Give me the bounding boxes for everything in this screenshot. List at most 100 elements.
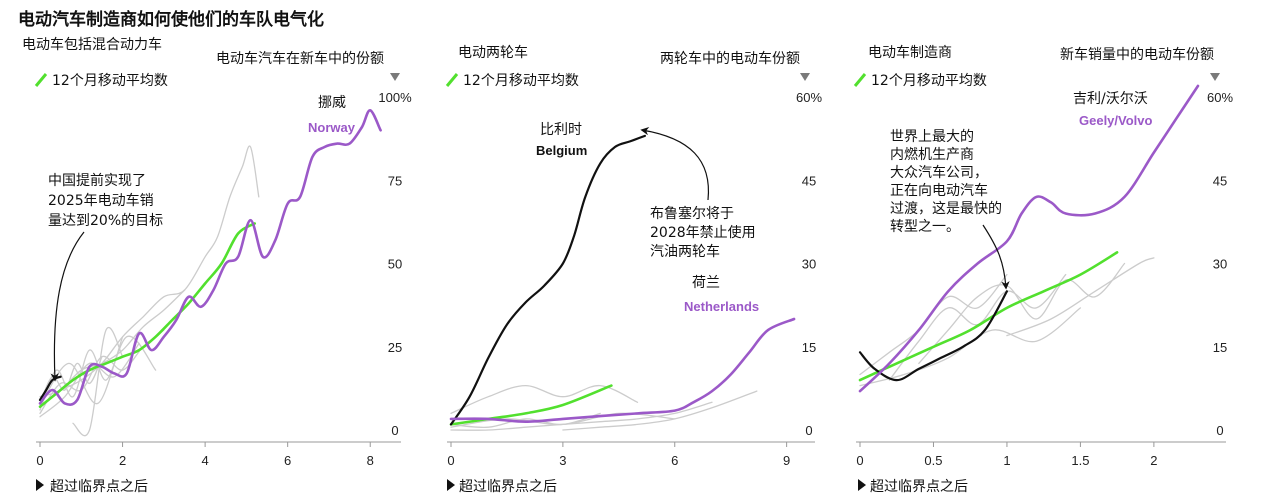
panel-1-background-lines (39, 145, 260, 437)
panel-3-annotation-arrow (982, 224, 1010, 290)
series-netherlands-line (449, 317, 796, 423)
x-tick-label: 0 (36, 453, 43, 468)
y-tick-label: 0 (391, 423, 398, 438)
annotation-line: 2025年电动车销 (48, 192, 154, 209)
panel-2-series (449, 134, 796, 426)
series-background-line (450, 401, 713, 431)
panel-1: 电动车包括混合动力车 电动车汽车在新车中的份额 12个月移动平均数 0 2 4 6 8 0… (22, 36, 412, 495)
annotation-line: 中国提前实现了 (48, 172, 146, 189)
x-tick-label: 1.5 (1071, 453, 1089, 468)
x-tick-label: 8 (367, 453, 374, 468)
x-tick-label: 3 (559, 453, 566, 468)
panel-3-value-label: 新车销量中的电动车份额 (1060, 46, 1214, 63)
panel-1-xlabel-triangle (36, 479, 44, 491)
series-background-line (450, 384, 639, 415)
annotation-line: 世界上最大的 (890, 129, 974, 145)
panel-3-subtitle: 电动车制造商 (868, 44, 952, 61)
norway-label-cn: 挪威 (318, 95, 346, 111)
series-background-line (450, 412, 601, 429)
geely-volvo-label-cn: 吉利/沃尔沃 (1073, 91, 1148, 107)
panel-2-annotation-arrow (640, 126, 710, 201)
x-tick-label: 0 (856, 453, 863, 468)
panel-2-value-label: 两轮车中的电动车份额 (660, 50, 800, 67)
x-tick-label: 2 (1150, 453, 1157, 468)
y-tick-label: 15 (1213, 340, 1227, 355)
x-tick-label: 6 (284, 453, 291, 468)
netherlands-label-cn: 荷兰 (692, 275, 720, 291)
series-background-line (918, 262, 1126, 365)
panel-1-subtitle: 电动车包括混合动力车 (22, 36, 162, 53)
series-geely-volvo-line (858, 84, 1200, 393)
series-green-12-month-average-line (858, 251, 1119, 382)
y-tick-label: 100% (378, 90, 412, 105)
series-belgium-line (449, 134, 646, 426)
series-norway-line (38, 109, 382, 406)
panel-2-annotation: 布鲁塞尔将于 2028年禁止使用 汽油两轮车 (650, 205, 760, 260)
series-background-line (72, 326, 124, 437)
y-tick-label: 75 (388, 173, 402, 188)
y-tick-label: 15 (802, 340, 816, 355)
norway-label: Norway (308, 120, 356, 135)
panel-2-header-triangle (800, 73, 810, 81)
panel-3-background-lines (859, 257, 1155, 387)
panel-2-legend-label: 12个月移动平均数 (463, 73, 579, 89)
series-background-line (59, 145, 260, 391)
x-tick-label: 6 (671, 453, 678, 468)
x-tick-label: 0.5 (924, 453, 942, 468)
series-green-12-month-average-line (449, 384, 613, 426)
panel-1-x-label: 超过临界点之后 (50, 479, 148, 495)
series-background-line (39, 342, 140, 418)
annotation-line: 转型之一。 (890, 219, 960, 235)
geely-volvo-label: Geely/Volvo (1079, 113, 1153, 128)
y-tick-label: 30 (1213, 257, 1227, 272)
figure-title: 电动汽车制造商如何使他们的车队电气化 (18, 9, 324, 30)
panel-1-series (38, 109, 382, 408)
series-background-line (562, 390, 758, 431)
series-background-line (859, 307, 1082, 387)
panel-1-legend-swatch (34, 73, 48, 87)
y-tick-label: 60% (1207, 90, 1233, 105)
panel-1-axes: 0 2 4 6 8 0 25 50 75 100% (36, 90, 412, 468)
series-background-line (39, 335, 157, 408)
x-tick-label: 0 (447, 453, 454, 468)
panel-1-value-label: 电动车汽车在新车中的份额 (216, 50, 384, 67)
panel-1-annotation: 中国提前实现了 2025年电动车销 量达到20%的目标 (48, 172, 163, 229)
panel-2-xlabel-triangle (447, 479, 455, 491)
panel-1-legend-label: 12个月移动平均数 (52, 73, 168, 89)
series--line (858, 290, 1008, 382)
y-tick-label: 45 (802, 173, 816, 188)
panel-1-annotation-arrow (50, 231, 85, 382)
y-tick-label: 60% (796, 90, 822, 105)
annotation-line: 布鲁塞尔将于 (650, 205, 734, 222)
panel-2-legend-swatch (445, 73, 459, 87)
panel-3-series (858, 84, 1200, 393)
y-tick-label: 0 (805, 423, 812, 438)
panel-2-x-label: 超过临界点之后 (459, 479, 557, 495)
panel-1-header-triangle (390, 73, 400, 81)
series-background-line (1006, 257, 1155, 337)
annotation-line: 正在向电动汽车 (890, 182, 988, 199)
x-tick-label: 2 (119, 453, 126, 468)
x-tick-label: 4 (201, 453, 208, 468)
panel-3: 电动车制造商 新车销量中的电动车份额 12个月移动平均数 0 0.5 1 1.5 2 0 1… (853, 44, 1233, 495)
panel-3-axes: 0 0.5 1 1.5 2 0 15 30 45 60% (856, 90, 1233, 468)
annotation-line: 2028年禁止使用 (650, 224, 756, 241)
panel-3-header-triangle (1210, 73, 1220, 81)
y-tick-label: 0 (1216, 423, 1223, 438)
annotation-line: 过渡，这是最快的 (890, 200, 1002, 217)
series-background-line (859, 273, 1008, 376)
panel-3-legend-label: 12个月移动平均数 (871, 73, 987, 89)
y-tick-label: 45 (1213, 173, 1227, 188)
series-background-line (39, 289, 186, 398)
panel-3-legend-swatch (853, 73, 867, 87)
panel-3-annotation: 世界上最大的 内燃机生产商 大众汽车公司， 正在向电动汽车 过渡，这是最快的 转… (890, 129, 1006, 235)
netherlands-label: Netherlands (684, 299, 759, 314)
panel-3-x-label: 超过临界点之后 (870, 479, 968, 495)
panel-2: 电动两轮车 两轮车中的电动车份额 12个月移动平均数 0 3 6 9015304560… (445, 44, 822, 495)
y-tick-label: 30 (802, 257, 816, 272)
annotation-line: 内燃机生产商 (890, 146, 974, 163)
annotation-line: 大众汽车公司， (890, 164, 988, 181)
x-tick-label: 9 (783, 453, 790, 468)
